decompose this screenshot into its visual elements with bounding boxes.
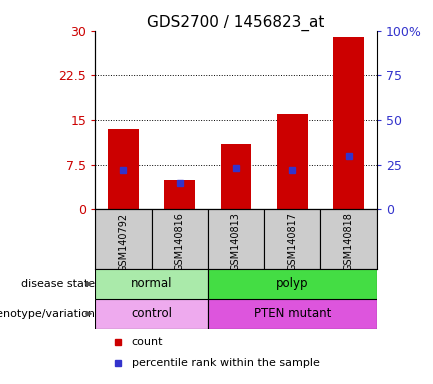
Text: GSM140818: GSM140818 [343, 212, 354, 271]
Bar [152, 210, 208, 269]
Bar [277, 114, 308, 210]
Bar [208, 299, 377, 329]
Text: PTEN mutant: PTEN mutant [254, 307, 331, 320]
Bar [95, 299, 208, 329]
Text: percentile rank within the sample: percentile rank within the sample [132, 358, 320, 368]
Text: polyp: polyp [276, 278, 309, 290]
Text: normal: normal [131, 278, 172, 290]
Bar [333, 37, 364, 210]
Bar [208, 269, 377, 299]
Bar [264, 210, 320, 269]
Text: genotype/variation: genotype/variation [0, 309, 95, 319]
Bar [95, 269, 208, 299]
Text: GSM140817: GSM140817 [287, 212, 297, 271]
Bar [320, 210, 377, 269]
Text: control: control [131, 307, 172, 320]
Bar [164, 180, 195, 210]
Bar [95, 210, 152, 269]
Title: GDS2700 / 1456823_at: GDS2700 / 1456823_at [147, 15, 325, 31]
Text: GSM140792: GSM140792 [118, 212, 129, 271]
Bar [220, 144, 252, 210]
Bar [108, 129, 139, 210]
Text: GSM140816: GSM140816 [174, 212, 185, 271]
Bar [208, 210, 264, 269]
Text: count: count [132, 337, 163, 347]
Text: GSM140813: GSM140813 [231, 212, 241, 271]
Text: disease state: disease state [21, 279, 95, 289]
